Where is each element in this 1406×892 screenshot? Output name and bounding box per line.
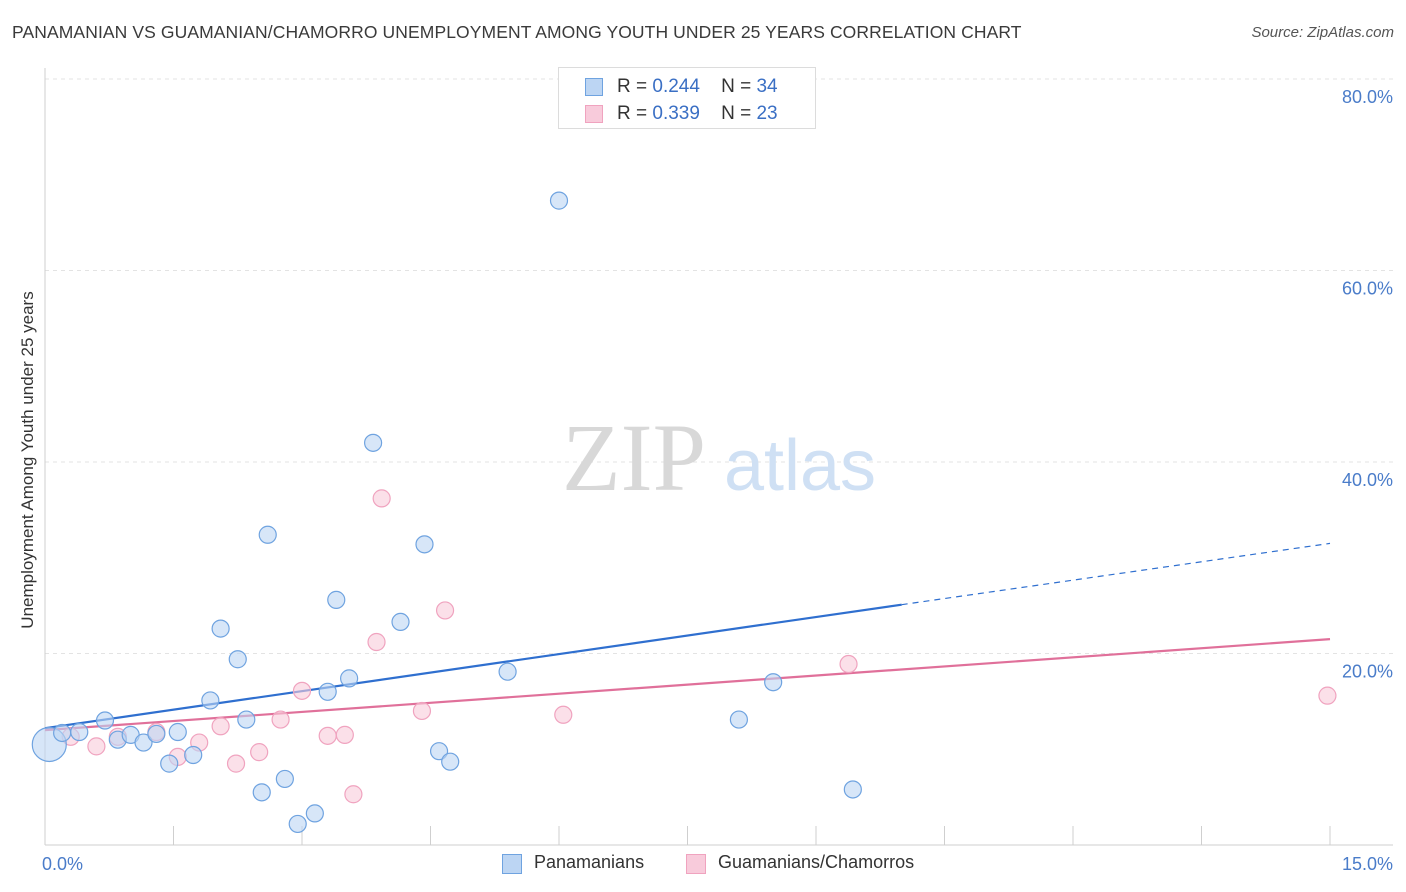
point-guamanians	[271, 710, 290, 729]
point-panamanians	[729, 710, 749, 729]
point-guamanians	[367, 632, 386, 652]
point-guamanians	[335, 725, 354, 744]
point-panamanians	[147, 724, 166, 744]
point-panamanians	[275, 769, 294, 789]
legend-swatch-panamanians	[502, 854, 522, 874]
point-guamanians	[292, 681, 312, 700]
x-tick-label: 15.0%	[1342, 854, 1393, 874]
point-panamanians	[364, 433, 383, 452]
point-panamanians	[252, 783, 271, 802]
tick-labels: 20.0% 40.0% 60.0% 80.0% 0.0% 15.0%	[42, 87, 1393, 874]
point-panamanians	[168, 722, 187, 742]
legend-label-guamanians: Guamanians/Chamorros	[718, 852, 915, 872]
point-panamanians	[764, 673, 783, 692]
point-guamanians	[435, 601, 455, 620]
point-panamanians	[211, 619, 230, 638]
watermark-zip: ZIP	[562, 404, 706, 511]
point-panamanians	[95, 711, 115, 730]
point-panamanians	[415, 535, 434, 554]
point-panamanians	[201, 691, 220, 710]
correlation-legend: R = 0.244 N = 34 R = 0.339 N = 23	[558, 67, 816, 129]
point-panamanians	[237, 710, 256, 729]
point-panamanians	[340, 669, 359, 688]
x-tick-label: 0.0%	[42, 854, 83, 874]
legend-swatch-guamanians	[686, 854, 706, 874]
point-guamanians	[1318, 686, 1337, 705]
point-guamanians	[87, 737, 106, 756]
axes	[44, 68, 1393, 846]
point-guamanians	[412, 701, 432, 721]
point-panamanians	[498, 662, 517, 681]
point-panamanians	[70, 722, 89, 742]
trend-line-panamanians	[44, 603, 902, 730]
point-panamanians	[391, 612, 410, 632]
point-guamanians	[344, 785, 363, 804]
data-points	[31, 191, 1337, 834]
source-label: Source: ZipAtlas.com	[1251, 24, 1394, 41]
chart-title: PANAMANIAN VS GUAMANIAN/CHAMORRO UNEMPLO…	[12, 22, 1022, 42]
y-tick-label: 60.0%	[1342, 279, 1393, 299]
series-legend: Panamanians Guamanians/Chamorros	[0, 852, 1406, 878]
legend-swatch-pink	[585, 105, 603, 123]
point-guamanians	[318, 726, 337, 745]
point-panamanians	[228, 650, 247, 669]
point-panamanians	[549, 191, 569, 210]
point-guamanians	[554, 705, 573, 724]
point-panamanians	[441, 752, 460, 771]
watermark: ZIP atlas	[562, 404, 876, 511]
point-panamanians	[327, 590, 346, 609]
y-tick-label: 40.0%	[1342, 470, 1393, 490]
legend-label-panamanians: Panamanians	[534, 852, 645, 872]
y-tick-label: 80.0%	[1342, 87, 1393, 107]
trend-line-guamanians	[44, 638, 1331, 732]
point-panamanians	[258, 525, 277, 544]
point-guamanians	[839, 654, 858, 674]
trend-line-extension	[901, 542, 1331, 606]
point-panamanians	[843, 780, 862, 799]
point-panamanians	[134, 733, 153, 752]
trend-lines	[44, 542, 1331, 732]
legend-stats-guamanians: R = 0.339 N = 23	[617, 103, 778, 124]
y-tick-label: 20.0%	[1342, 662, 1393, 682]
legend-swatch-blue	[585, 78, 603, 96]
point-panamanians	[184, 745, 203, 765]
point-panamanians	[160, 754, 179, 773]
point-panamanians	[53, 723, 72, 743]
gridlines	[45, 78, 1393, 654]
point-guamanians	[211, 717, 230, 736]
point-panamanians	[305, 804, 324, 823]
point-panamanians	[429, 742, 449, 761]
point-guamanians	[372, 489, 391, 508]
point-panamanians	[288, 814, 307, 834]
point-guamanians	[250, 743, 269, 762]
watermark-atlas: atlas	[724, 426, 876, 506]
legend-stats-panamanians: R = 0.244 N = 34	[617, 76, 778, 97]
point-guamanians	[226, 754, 246, 773]
point-panamanians	[318, 682, 337, 701]
